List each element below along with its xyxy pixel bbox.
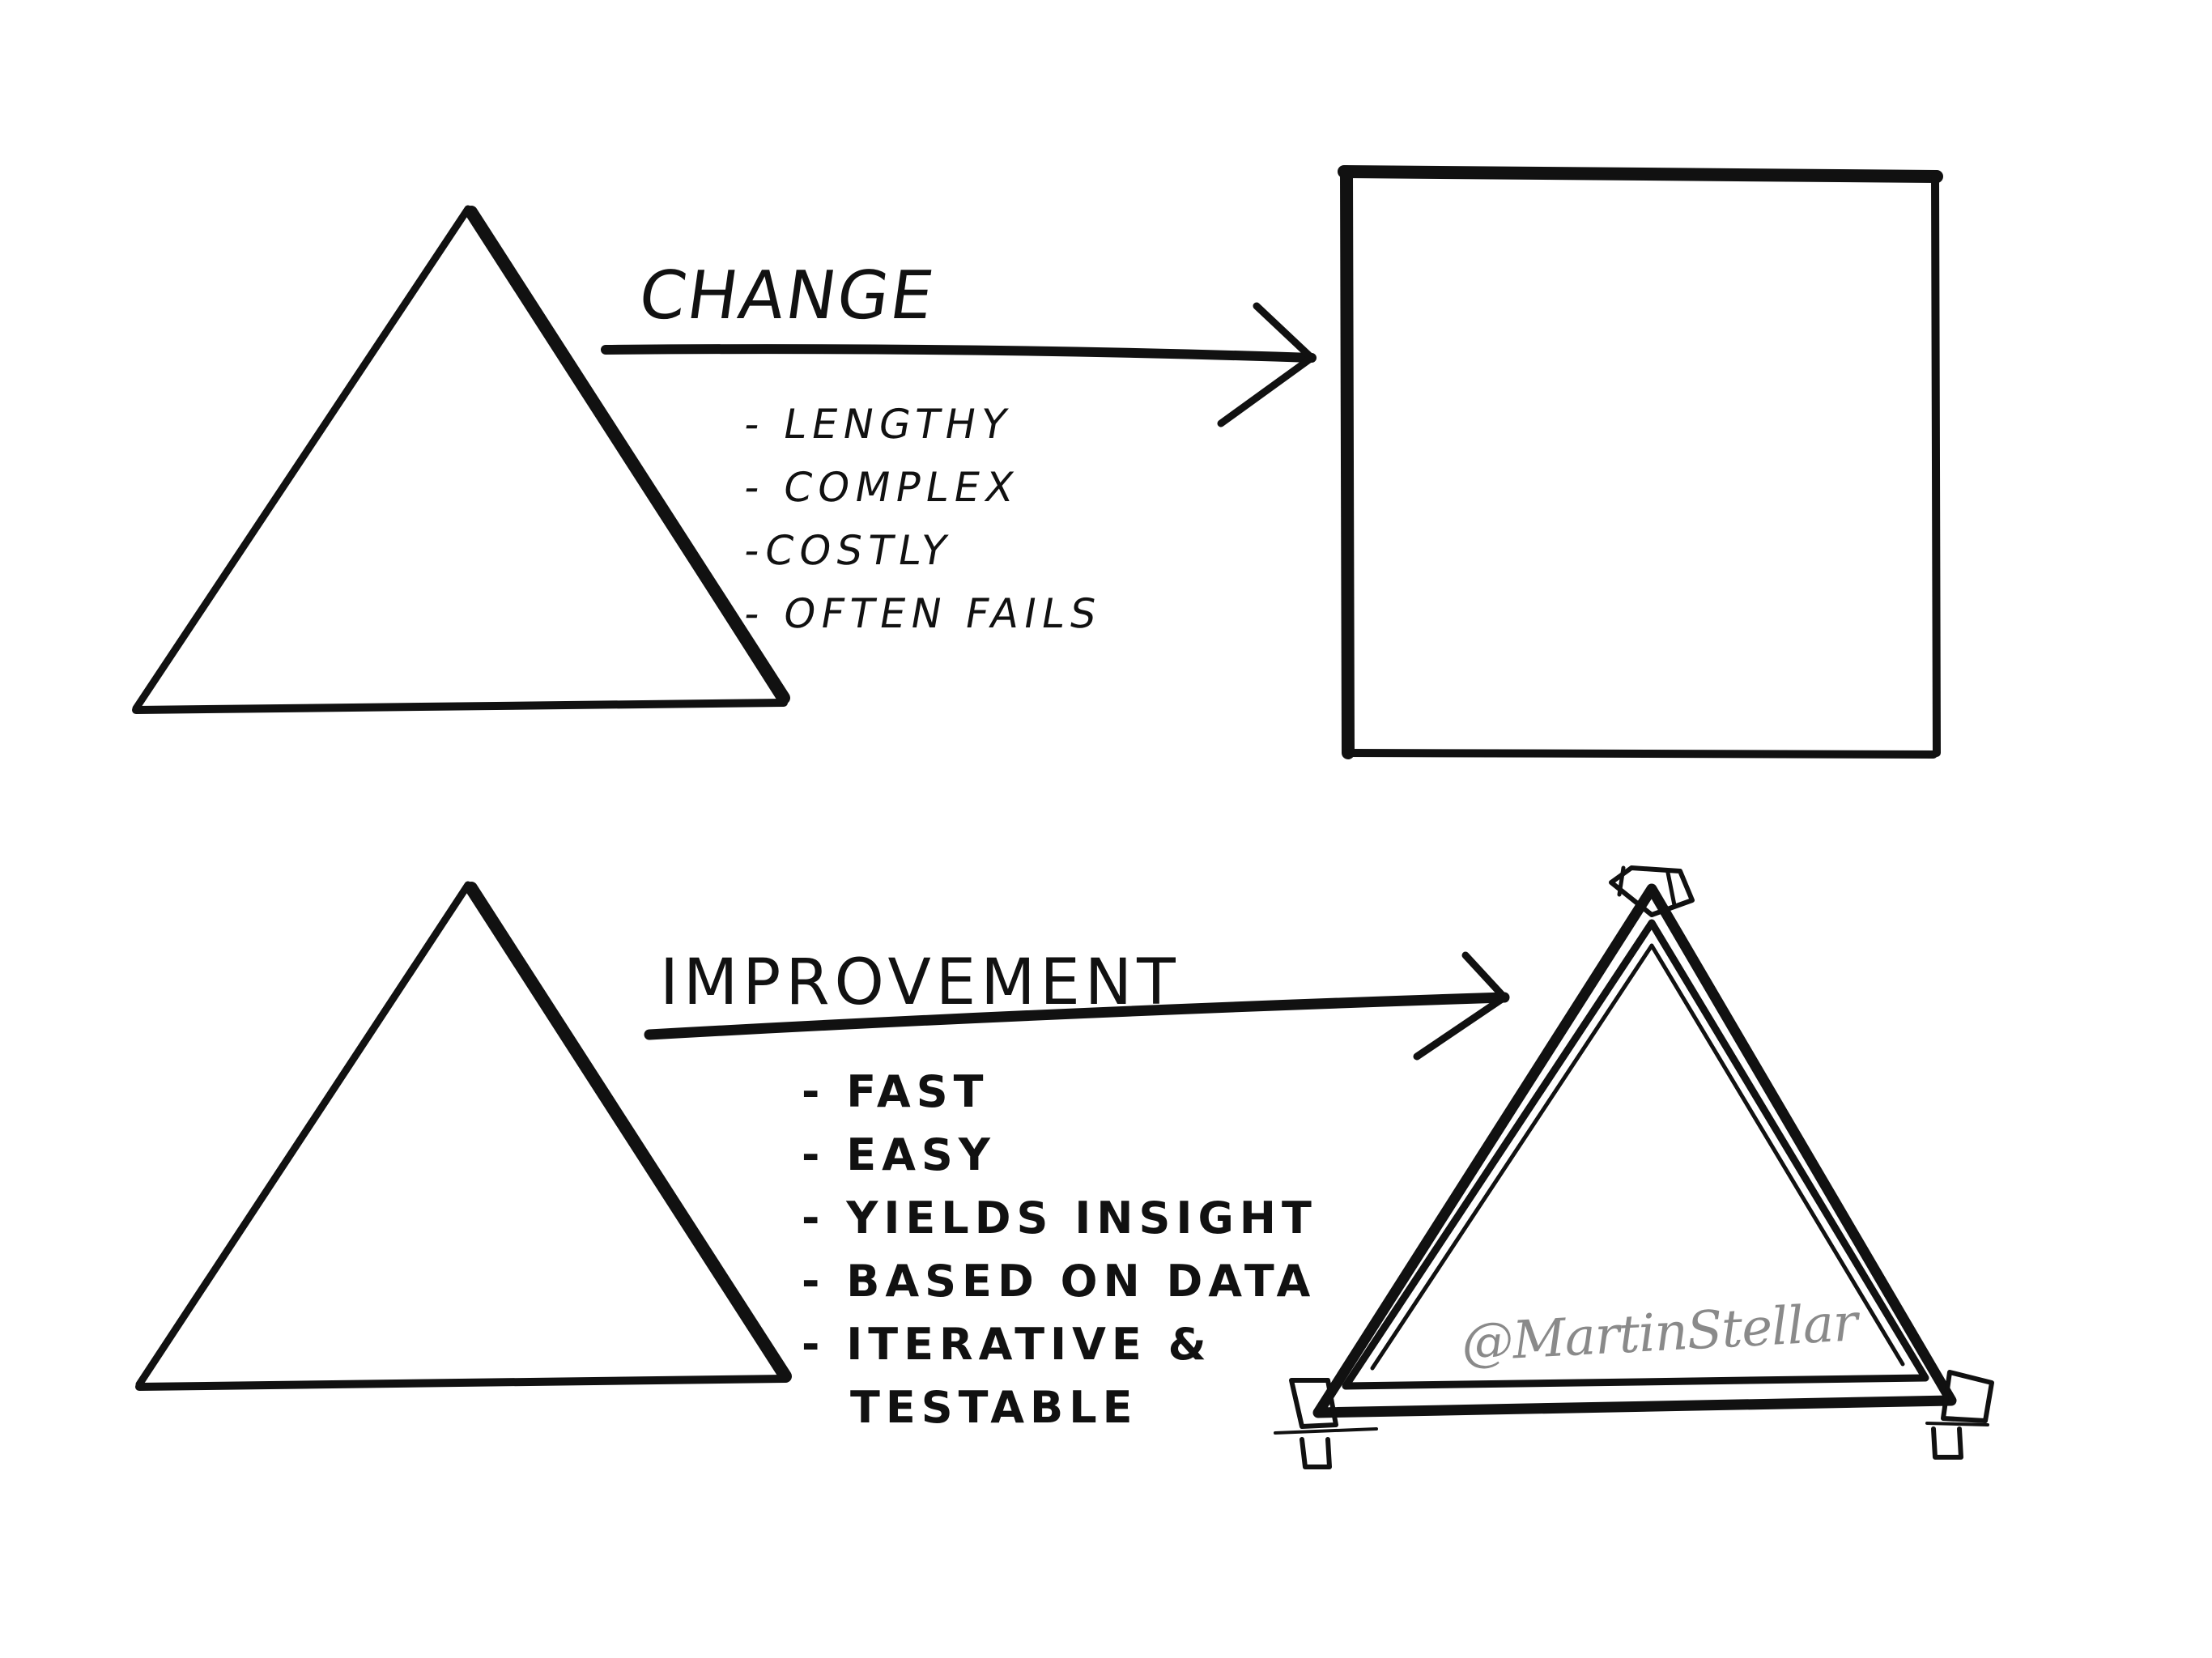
list-item: - LENGTHY [740,401,1016,448]
list-item: - ITERATIVE & [802,1319,1212,1370]
list-item: - OFTEN FAILS [740,590,1106,637]
taped-triangle-icon [1274,865,1994,1469]
list-item: - EASY [802,1129,996,1180]
list-item: TESTABLE [850,1382,1138,1433]
list-item: - BASED ON DATA [802,1256,1317,1307]
change-arrow-icon [601,302,1317,427]
list-item: - FAST [802,1066,989,1117]
triangle-icon [132,205,790,714]
change-label: CHANGE [634,257,940,334]
improvement-arrow-icon [644,951,1510,1061]
list-item: - COMPLEX [740,464,1023,511]
square-icon [1338,165,1943,759]
triangle-icon [135,881,792,1391]
list-item: - YIELDS INSIGHT [802,1192,1317,1244]
improvement-label: IMPROVEMENT [660,946,1180,1019]
list-item: -COSTLY [740,527,956,574]
change-points-list: - LENGTHY - COMPLEX -COSTLY - OFTEN FAIL… [741,393,1106,645]
improvement-points-list: - FAST - EASY - YIELDS INSIGHT - BASED O… [802,1061,1317,1439]
